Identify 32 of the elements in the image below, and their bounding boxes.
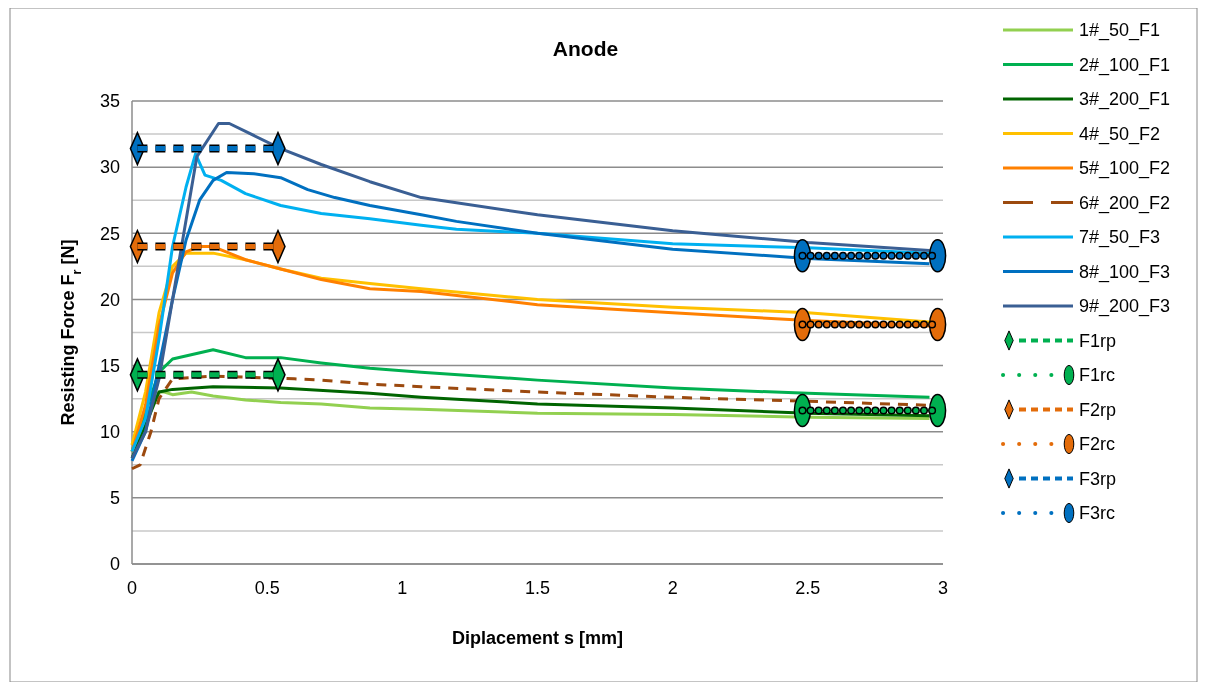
x-tick-label: 0.5 [254,578,280,598]
legend-label: F2rc [1079,434,1115,455]
y-tick-label: 35 [99,91,120,112]
legend-label: F1rp [1079,330,1117,351]
legend-label: 2#_100_F1 [1079,54,1171,76]
legend-label: F3rc [1079,503,1115,524]
legend-label: F3rp [1079,468,1117,489]
legend-label: F2rp [1079,399,1117,420]
legend-label: 7#_50_F3 [1079,227,1161,249]
legend-label: 8#_100_F3 [1079,261,1171,283]
x-tick-label: 2.5 [795,578,821,598]
legend-label: 9#_200_F3 [1079,296,1171,318]
x-tick-label: 2 [667,578,678,598]
x-tick-label: 1.5 [524,578,551,598]
x-tick-label: 1 [397,578,408,598]
legend-label: 3#_200_F1 [1079,89,1171,111]
y-tick-label: 30 [99,157,120,178]
x-tick-label: 3 [937,578,949,598]
y-tick-label: 5 [109,488,120,509]
y-tick-label: 0 [109,554,120,575]
legend-label: 1#_50_F1 [1079,20,1161,42]
y-tick-label: 20 [99,289,120,310]
y-tick-label: 15 [99,355,120,376]
legend-label: 4#_50_F2 [1079,123,1161,145]
legend-label: 5#_100_F2 [1079,158,1171,180]
x-tick-label: 0 [126,578,138,598]
chart-title: Anode [552,37,619,60]
legend-label: 6#_200_F2 [1079,192,1171,214]
y-tick-label: 25 [99,223,120,244]
x-axis-title: Diplacement s [mm] [451,628,624,648]
y-tick-label: 10 [99,422,120,443]
legend-label: F1rc [1079,365,1115,386]
